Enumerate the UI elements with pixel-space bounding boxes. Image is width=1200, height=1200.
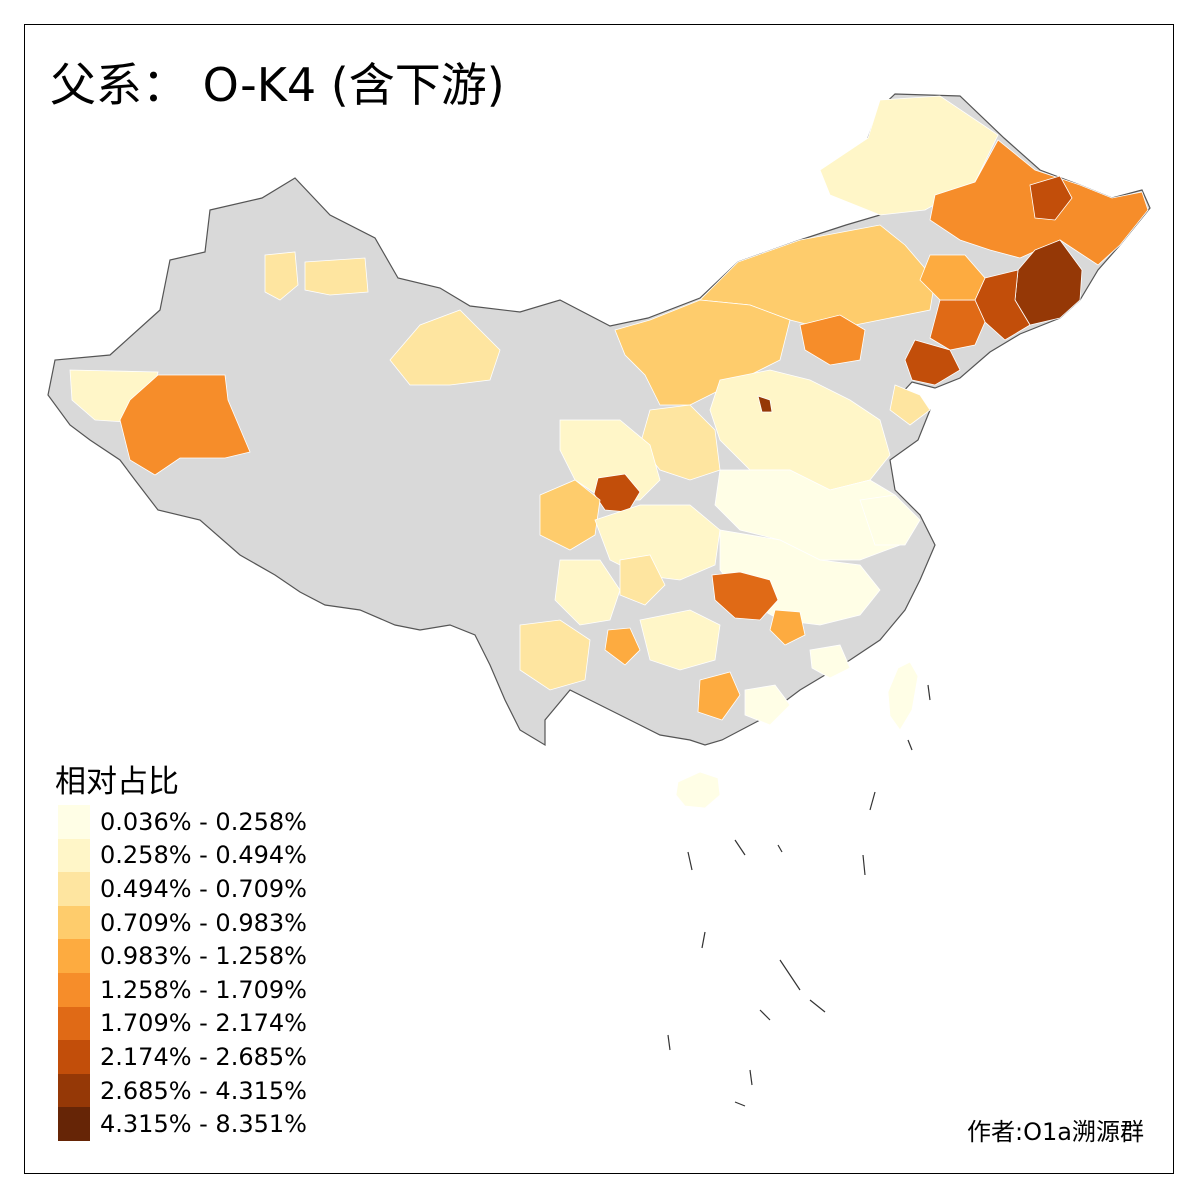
legend-row: 2.685% - 4.315%: [58, 1073, 307, 1108]
region: [604, 627, 641, 666]
region: [757, 395, 773, 413]
legend-row: 4.315% - 8.351%: [58, 1107, 307, 1141]
map-title: 父系： O-K4 (含下游): [50, 58, 505, 112]
region: [799, 314, 866, 366]
legend-row: 0.709% - 0.983%: [58, 905, 307, 940]
region: [697, 671, 741, 721]
legend-swatch: [58, 1040, 90, 1074]
legend-swatch: [58, 939, 90, 973]
region: [919, 254, 986, 301]
legend-row: 0.983% - 1.258%: [58, 939, 307, 973]
region: [809, 644, 851, 679]
legend-label: 2.174% - 2.685%: [100, 1042, 307, 1071]
legend-row: 0.036% - 0.258%: [58, 805, 307, 839]
region: [614, 299, 791, 406]
region: [711, 571, 779, 621]
region: [619, 554, 666, 606]
legend-label: 0.494% - 0.709%: [100, 874, 307, 903]
legend-swatch: [58, 1073, 90, 1108]
region: [639, 609, 721, 671]
legend-swatch: [58, 838, 90, 873]
legend-row: 2.174% - 2.685%: [58, 1040, 307, 1074]
region: [264, 251, 299, 301]
legend-swatch: [58, 1006, 90, 1041]
legend-row: 1.709% - 2.174%: [58, 1006, 307, 1041]
legend-swatch: [58, 872, 90, 906]
region: [389, 309, 501, 386]
region: [904, 339, 961, 386]
legend-swatch: [58, 1107, 90, 1141]
region: [519, 619, 591, 691]
region: [559, 419, 661, 501]
legend-label: 0.258% - 0.494%: [100, 841, 307, 870]
region: [744, 684, 791, 726]
legend-swatch: [58, 905, 90, 940]
region: [1029, 175, 1073, 221]
author-credit: 作者:O1a溯源群: [967, 1118, 1144, 1146]
legend-label: 0.036% - 0.258%: [100, 807, 307, 836]
legend-row: 0.258% - 0.494%: [58, 838, 307, 873]
legend-row: 0.494% - 0.709%: [58, 872, 307, 906]
region: [769, 609, 806, 646]
region: [819, 95, 999, 216]
legend-title: 相对占比: [55, 764, 179, 800]
legend-label: 0.709% - 0.983%: [100, 908, 307, 937]
region: [539, 479, 601, 551]
taiwan-island: [887, 661, 919, 731]
legend-row: 1.258% - 1.709%: [58, 972, 307, 1007]
legend-label: 0.983% - 1.258%: [100, 942, 307, 971]
legend-label: 2.685% - 4.315%: [100, 1076, 307, 1105]
region: [859, 494, 921, 546]
region: [304, 257, 369, 296]
region: [889, 384, 931, 426]
region: [554, 559, 621, 626]
legend-label: 4.315% - 8.351%: [100, 1110, 307, 1139]
legend-label: 1.709% - 2.174%: [100, 1009, 307, 1038]
map-frame: [24, 24, 1174, 1174]
region: [119, 374, 251, 476]
hainan-island: [675, 771, 721, 809]
legend-label: 1.258% - 1.709%: [100, 975, 307, 1004]
legend-swatch: [58, 972, 90, 1007]
legend-swatch: [58, 805, 90, 839]
south-china-sea-islands: [667, 684, 931, 1107]
legend: 0.036% - 0.258% 0.258% - 0.494% 0.494% - 0…: [58, 805, 307, 1141]
